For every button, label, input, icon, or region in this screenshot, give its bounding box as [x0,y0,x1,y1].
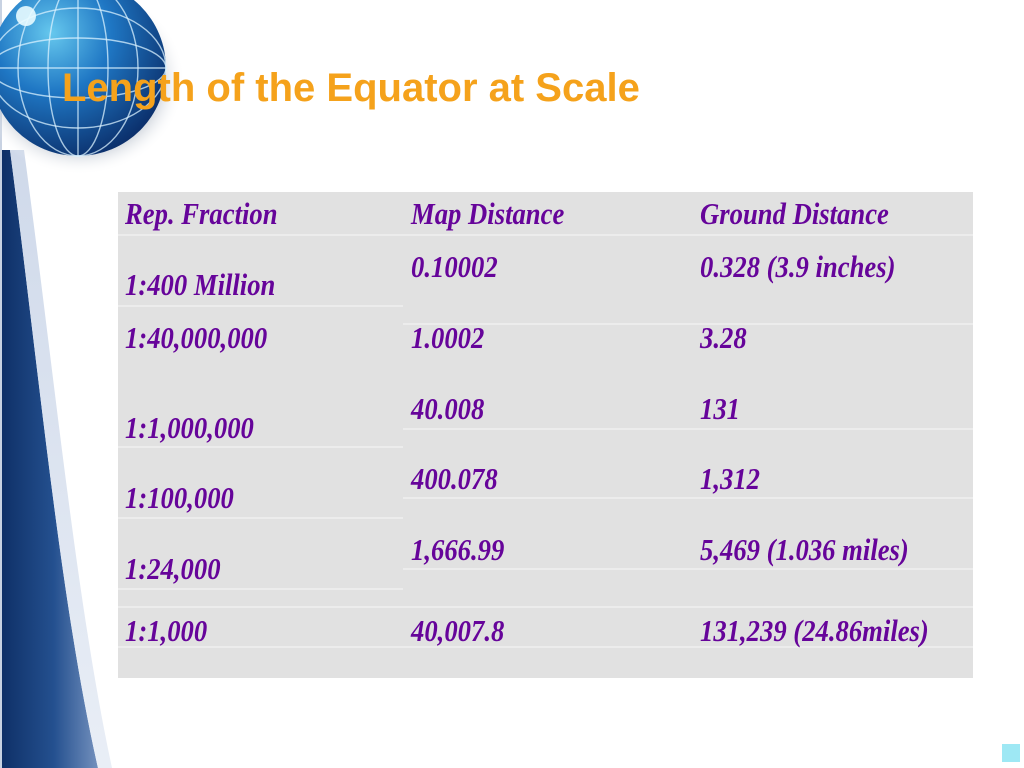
table-cell-map-distance: 40.008 [411,391,485,426]
table-cell-rep-fraction: 1:100,000 [125,480,234,515]
table-cell-ground-distance: 131,239 (24.86miles) [700,613,929,648]
table-cell-ground-distance: 131 [700,391,740,426]
row-divider [118,517,403,519]
row-divider [118,646,973,648]
row-divider [118,305,403,307]
table-cell-map-distance: 0.10002 [411,249,498,284]
table-cell-ground-distance: 1,312 [700,461,760,496]
table-cell-rep-fraction: 1:24,000 [125,551,221,586]
table-cell-map-distance: 40,007.8 [411,613,505,648]
corner-square [1002,744,1020,762]
table-cell-rep-fraction: 1:40,000,000 [125,320,268,355]
row-divider [403,568,973,570]
row-divider [118,606,973,608]
column-header-rep-fraction: Rep. Fraction [125,196,278,231]
row-divider [403,323,973,325]
table-cell-map-distance: 1,666.99 [411,532,505,567]
slide-title: Length of the Equator at Scale [62,66,640,110]
table-cell-rep-fraction: 1:1,000,000 [125,410,254,445]
row-divider [118,446,403,448]
table-cell-map-distance: 1.0002 [411,320,485,355]
column-header-map-distance: Map Distance [411,196,565,231]
table-cell-ground-distance: 3.28 [700,320,747,355]
row-divider [403,497,973,499]
table-cell-ground-distance: 0.328 (3.9 inches) [700,249,896,284]
row-divider [403,428,973,430]
table-cell-ground-distance: 5,469 (1.036 miles) [700,532,909,567]
scale-table: Rep. Fraction Map Distance Ground Distan… [118,192,973,678]
table-cell-map-distance: 400.078 [411,461,498,496]
globe-icon [0,0,185,175]
column-header-ground-distance: Ground Distance [700,196,889,231]
table-cell-rep-fraction: 1:400 Million [125,267,276,302]
table-cell-rep-fraction: 1:1,000 [125,613,208,648]
row-divider [118,588,403,590]
row-divider [118,234,973,236]
